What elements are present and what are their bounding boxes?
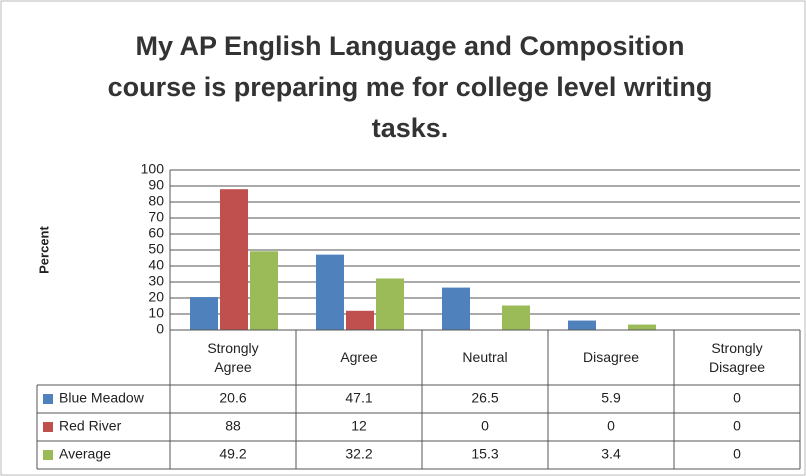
legend-swatch — [43, 422, 53, 432]
table-cell: 20.6 — [219, 390, 246, 406]
y-tick-label: 70 — [148, 209, 164, 225]
legend-swatch — [43, 394, 53, 404]
y-axis-label: Percent — [36, 225, 51, 273]
table-cell: 0 — [733, 390, 741, 406]
y-tick-label: 100 — [141, 161, 165, 177]
table-cell: 5.9 — [601, 390, 621, 406]
y-tick-label: 20 — [148, 289, 164, 305]
bar — [346, 310, 374, 330]
y-tick-label: 50 — [148, 241, 164, 257]
bar — [568, 320, 596, 330]
y-tick-label: 30 — [148, 273, 164, 289]
table-cell: 0 — [733, 446, 741, 462]
y-tick-label: 80 — [148, 193, 164, 209]
table-cell: 15.3 — [471, 446, 498, 462]
bar — [316, 254, 344, 330]
x-tick-label: Disagree — [548, 330, 674, 385]
category-text: Agree — [340, 349, 378, 365]
table-cell: 32.2 — [345, 446, 372, 462]
table-cell: 49.2 — [219, 446, 246, 462]
y-tick-label: 10 — [148, 305, 164, 321]
category-text: Disagree — [582, 349, 640, 365]
category-text: Neutral — [462, 349, 508, 365]
legend-label: Red River — [59, 418, 122, 434]
legend-label: Average — [59, 446, 111, 462]
bar — [220, 189, 248, 330]
table-cell: 26.5 — [471, 390, 498, 406]
y-tick-label: 40 — [148, 257, 164, 273]
table-cell: 0 — [733, 418, 741, 434]
legend-label: Blue Meadow — [59, 390, 145, 406]
bar — [250, 251, 278, 330]
legend-swatch — [43, 450, 53, 460]
y-tick-label: 60 — [148, 225, 164, 241]
category-text: Strongly Agree — [207, 339, 259, 375]
table-cell: 3.4 — [601, 446, 621, 462]
x-tick-label: Neutral — [422, 330, 548, 385]
y-tick-label: 0 — [156, 321, 164, 337]
bar — [190, 297, 218, 330]
x-tick-label: Strongly Disagree — [674, 330, 800, 385]
x-tick-label: Agree — [296, 330, 422, 385]
y-tick-label: 90 — [148, 177, 164, 193]
x-tick-label: Strongly Agree — [170, 330, 296, 385]
table-cell: 12 — [351, 418, 367, 434]
bar — [502, 305, 530, 330]
table-cell: 0 — [481, 418, 489, 434]
table-cell: 47.1 — [345, 390, 372, 406]
table-cell: 0 — [607, 418, 615, 434]
chart-title: My AP English Language and Composition c… — [107, 31, 713, 143]
table-cell: 88 — [225, 418, 241, 434]
category-text: Strongly Disagree — [708, 339, 766, 375]
bar — [376, 278, 404, 330]
bar — [628, 324, 656, 330]
bar — [442, 287, 470, 330]
